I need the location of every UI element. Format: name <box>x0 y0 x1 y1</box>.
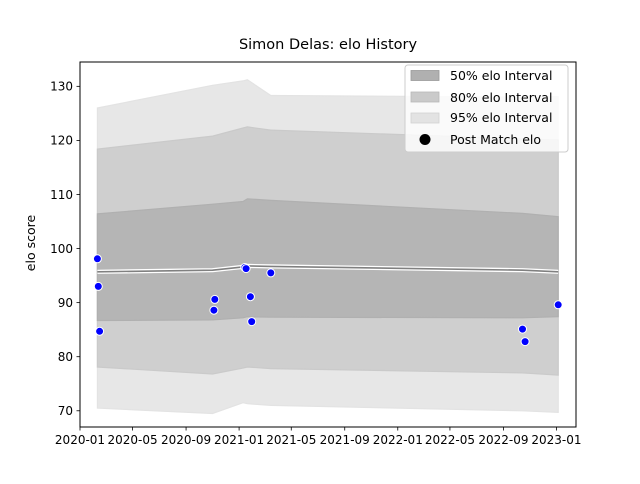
y-tick-label: 120 <box>50 134 73 148</box>
y-axis-label: elo score <box>23 215 38 272</box>
legend: 50% elo Interval 80% elo Interval 95% el… <box>404 64 569 153</box>
y-axis: 70 80 90 100 110 120 130 <box>50 80 80 418</box>
band-50-area <box>96 198 559 322</box>
x-tick-label: 2023-01 <box>531 433 581 447</box>
y-tick-label: 100 <box>50 242 73 256</box>
plot-frame <box>79 61 577 428</box>
post-match-point <box>520 337 530 347</box>
y-tick-label: 130 <box>50 80 73 94</box>
y-tick-label: 80 <box>58 350 73 364</box>
post-match-point <box>266 268 276 278</box>
post-match-point <box>241 264 251 274</box>
y-tick-label: 70 <box>58 404 73 418</box>
post-match-point <box>93 281 103 291</box>
y-tick-label: 90 <box>58 296 73 310</box>
x-tick-label: 2021-09 <box>320 433 370 447</box>
x-axis: 2020-01 2020-05 2020-09 2021-01 2021-05 2021-… <box>55 427 582 447</box>
legend-label-95: 95% elo Interval <box>450 110 552 125</box>
post-match-point <box>518 324 527 334</box>
legend-label-80: 80% elo Interval <box>450 90 552 105</box>
legend-swatch-80 <box>410 91 440 103</box>
post-match-point <box>92 254 102 264</box>
legend-swatch-95 <box>410 112 440 124</box>
x-tick-label: 2021-05 <box>266 433 316 447</box>
x-tick-label: 2020-01 <box>55 433 105 447</box>
legend-marker-post-match <box>419 134 431 145</box>
post-match-point <box>209 305 219 315</box>
legend-label-50: 50% elo Interval <box>450 68 552 83</box>
x-tick-label: 2022-05 <box>425 433 475 447</box>
x-tick-label: 2022-01 <box>373 433 423 447</box>
x-tick-label: 2022-09 <box>478 433 528 447</box>
y-tick-label: 110 <box>50 188 73 202</box>
post-match-point <box>210 294 220 304</box>
mean-lines <box>97 263 559 274</box>
post-match-points <box>92 254 563 347</box>
post-match-point <box>245 292 255 302</box>
chart-title: Simon Delas: elo History <box>239 37 418 53</box>
legend-label-post-match: Post Match elo <box>450 132 541 147</box>
post-match-point <box>95 326 105 336</box>
x-tick-label: 2020-05 <box>108 433 158 447</box>
median-line <box>97 265 559 273</box>
post-match-point <box>247 317 257 327</box>
x-tick-label: 2021-01 <box>214 433 264 447</box>
legend-swatch-50 <box>410 70 440 81</box>
x-tick-label: 2020-09 <box>161 433 211 447</box>
post-match-point <box>553 300 563 310</box>
legend-frame <box>404 64 569 153</box>
interval-bands <box>96 79 559 415</box>
